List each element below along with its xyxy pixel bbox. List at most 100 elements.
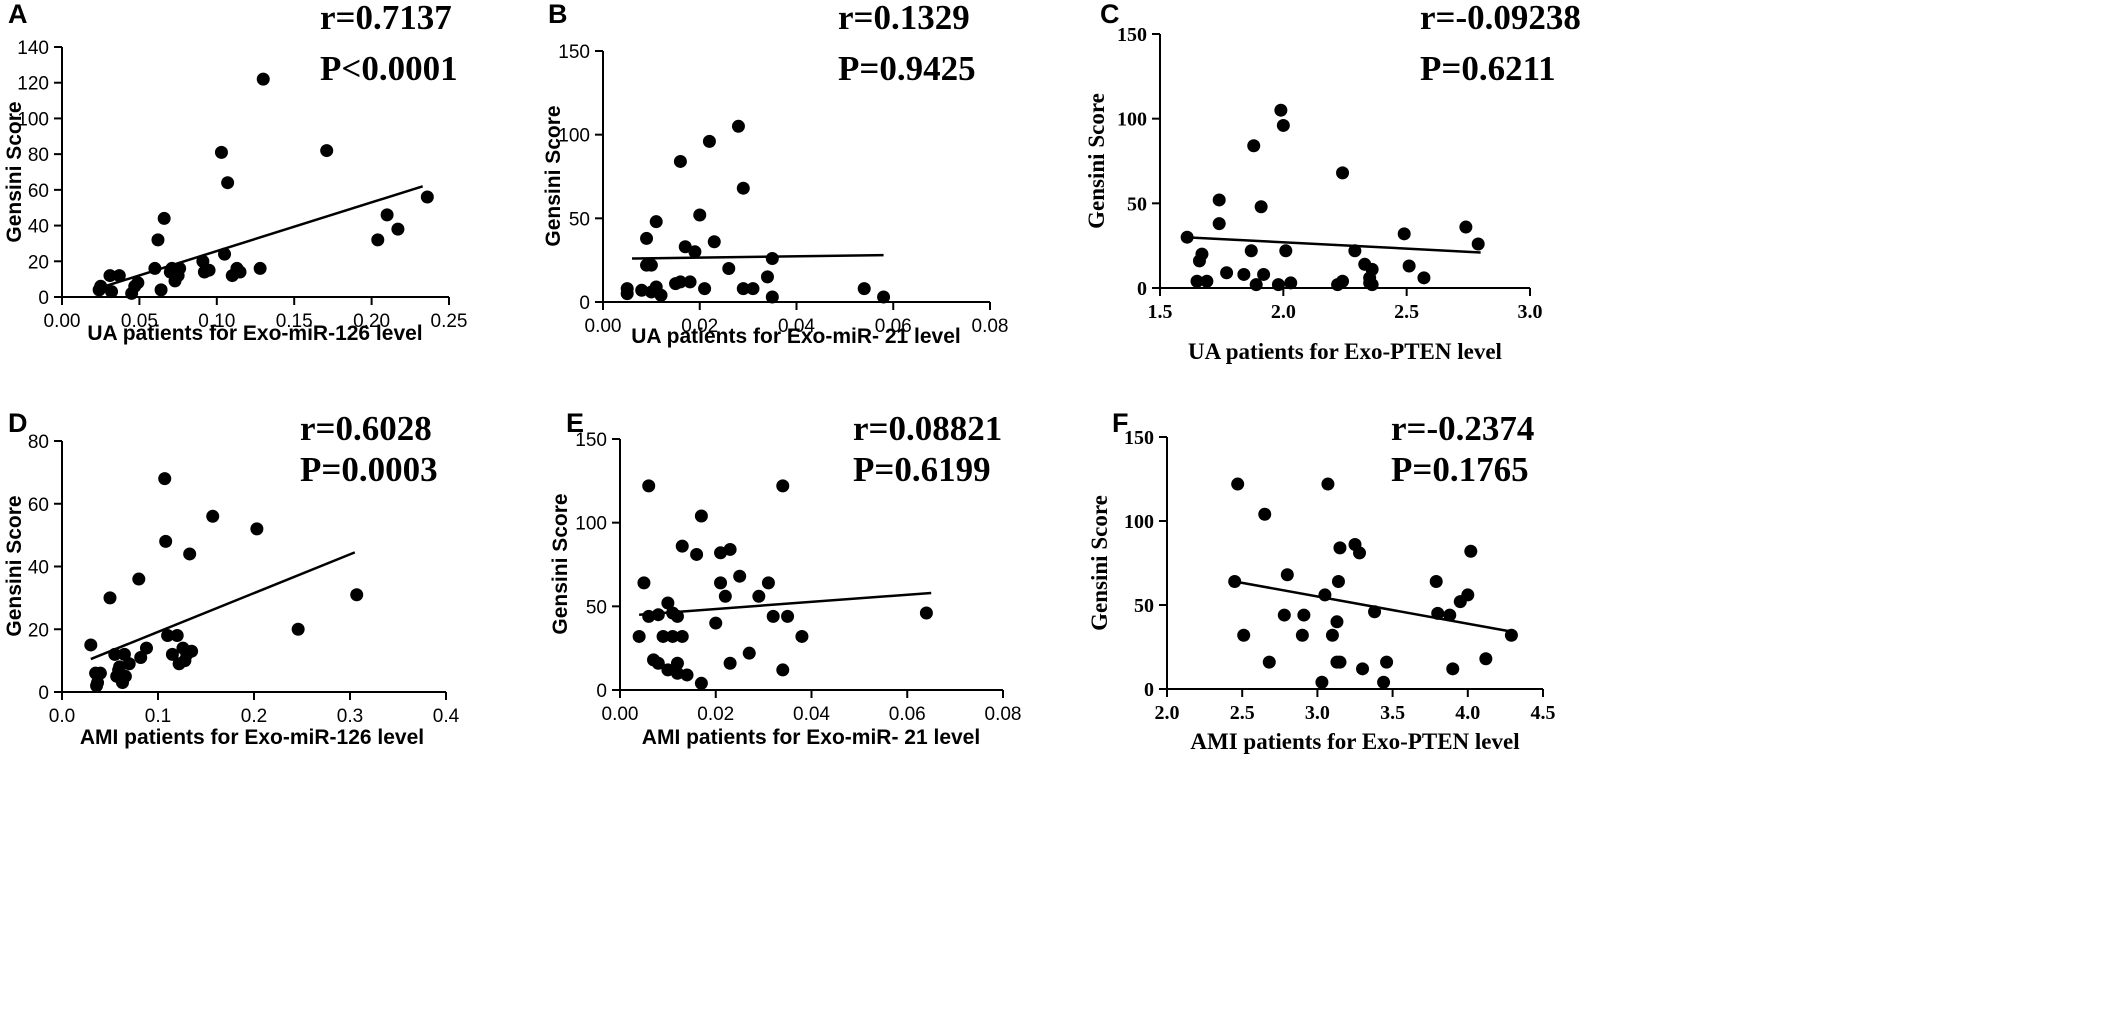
data-point [670, 609, 684, 623]
data-point [139, 641, 153, 655]
data-point [723, 656, 737, 670]
data-point [707, 235, 721, 249]
data-point [760, 270, 774, 284]
data-point [173, 261, 187, 275]
panel-letter: D [8, 408, 28, 438]
data-point [1333, 655, 1347, 669]
data-point [1195, 247, 1209, 261]
panel-a: A 0 20 40 60 80 100 120 140 0.00 0.05 0.10 0.15 0.20 0… [3, 0, 467, 345]
data-point [108, 647, 122, 661]
y-axis-title: Gensini Score [1087, 495, 1112, 631]
data-point [170, 629, 184, 643]
x-tick-label: 2.5 [1394, 301, 1419, 323]
y-tick-label: 150 [575, 430, 607, 451]
y-tick-label: 150 [558, 42, 590, 63]
data-point [206, 509, 220, 523]
data-point [1459, 220, 1473, 234]
panel-letter: E [566, 408, 584, 438]
y-tick-label: 100 [17, 109, 49, 130]
y-tick-label: 80 [28, 145, 49, 166]
data-point [161, 629, 175, 643]
data-point [1333, 541, 1347, 555]
data-point [371, 233, 385, 247]
data-point [1461, 588, 1475, 602]
data-point [148, 261, 162, 275]
y-tick-label: 50 [1134, 595, 1154, 617]
x-tick-label: 3.5 [1380, 702, 1405, 724]
y-tick-label: 150 [1124, 427, 1154, 449]
data-point [1284, 276, 1298, 290]
data-point [1348, 244, 1362, 258]
data-point [1330, 615, 1344, 629]
data-point [159, 534, 173, 548]
correlation-r-label: r=0.6028 [300, 409, 432, 448]
correlation-r-label: r=-0.09238 [1420, 0, 1581, 37]
data-point [670, 666, 684, 680]
data-point [1331, 574, 1345, 588]
y-tick-label: 120 [17, 74, 49, 95]
data-point [1271, 278, 1285, 292]
p-value-label: P=0.6199 [853, 450, 991, 489]
data-point [877, 290, 891, 304]
data-point [1417, 271, 1431, 285]
data-point [644, 258, 658, 272]
data-point [1368, 605, 1382, 619]
y-tick-label: 40 [28, 217, 49, 238]
panel-letter: C [1100, 0, 1120, 29]
data-point [183, 547, 197, 561]
x-tick-label: 0.08 [985, 704, 1022, 725]
data-point [714, 576, 728, 590]
data-point [637, 576, 651, 590]
data-point [673, 154, 687, 168]
data-point [1336, 166, 1350, 180]
data-point [112, 269, 126, 283]
data-point [350, 588, 364, 602]
panel-letter: F [1112, 408, 1129, 438]
data-point [776, 663, 790, 677]
panel-b: B 0 50 100 150 0.00 0.02 0.04 0.06 0.08 UA patient… [542, 0, 1008, 348]
data-point [642, 479, 656, 493]
y-tick-label: 100 [575, 514, 607, 535]
data-point [661, 596, 675, 610]
panel-d: D 0 20 40 60 80 0.0 0.1 0.2 0.3 0.4 AMI patients fo… [3, 408, 460, 749]
data-point [733, 569, 747, 583]
data-point [857, 282, 871, 296]
data-point [654, 288, 668, 302]
data-point [1295, 628, 1309, 642]
data-point [1318, 588, 1332, 602]
data-point [736, 181, 750, 195]
data-point [1262, 655, 1276, 669]
x-axis-title: AMI patients for Exo-PTEN level [1190, 729, 1519, 754]
data-point [1336, 274, 1350, 288]
data-point [795, 629, 809, 643]
data-point [666, 629, 680, 643]
x-tick-label: 3.0 [1305, 702, 1330, 724]
data-point [1321, 477, 1335, 491]
y-tick-label: 60 [28, 181, 49, 202]
data-point [105, 285, 119, 299]
y-tick-label: 140 [17, 38, 49, 59]
data-point [1274, 103, 1288, 117]
data-point [103, 591, 117, 605]
data-point [253, 261, 267, 275]
data-point [94, 279, 108, 293]
data-point [1247, 139, 1261, 153]
data-point [1212, 193, 1226, 207]
data-point [214, 145, 228, 159]
y-tick-label: 0 [1137, 278, 1147, 300]
data-point [761, 576, 775, 590]
y-axis-title: Gensini Score [1084, 93, 1109, 229]
data-point [151, 233, 165, 247]
panel-c: C 0 50 100 150 1.5 2.0 2.5 3.0 UA patients for Ex… [1084, 0, 1581, 364]
data-point [742, 646, 756, 660]
data-point [1249, 278, 1263, 292]
x-tick-label: 0.08 [972, 316, 1009, 337]
data-point [320, 144, 334, 158]
x-tick-label: 2.5 [1230, 702, 1255, 724]
data-point [670, 656, 684, 670]
data-point [122, 657, 136, 671]
correlation-r-label: r=-0.2374 [1391, 409, 1534, 448]
data-point [640, 231, 654, 245]
y-tick-label: 100 [1117, 109, 1147, 131]
